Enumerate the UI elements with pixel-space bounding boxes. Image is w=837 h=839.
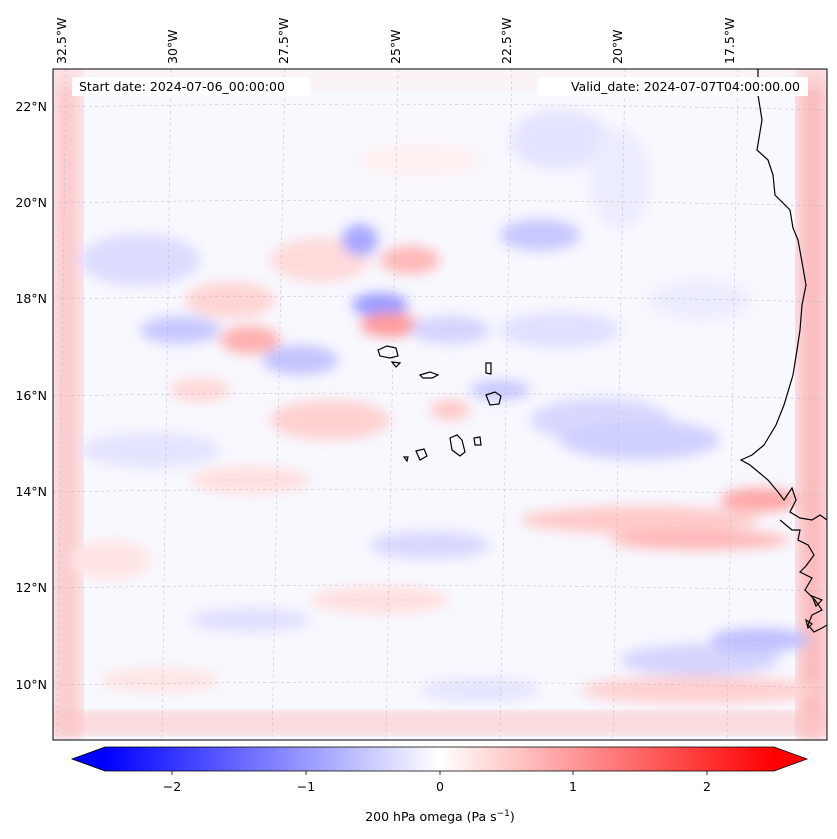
lon-label-22.5w: 22.5°W <box>499 18 514 64</box>
meridian-20w <box>612 69 626 740</box>
colorbar: −2 −1 0 1 2 200 hPa omega (Pa s−1) <box>70 746 809 824</box>
parallel-22n <box>53 103 827 111</box>
map-panel: Start date: 2024-07-06_00:00:00 Valid_da… <box>15 18 828 741</box>
parallel-14n <box>53 488 827 496</box>
lat-label-16n: 16°N <box>15 388 47 403</box>
meridian-22.5w <box>499 69 513 740</box>
island-ilha-do-sal <box>485 362 492 375</box>
valid-date-annotation: Valid_date: 2024-07-07T04:00:00.00 <box>538 77 808 96</box>
omega-boundary-south <box>53 712 827 734</box>
meridian-25w <box>385 69 399 740</box>
latitude-labels: 22°N 20°N 18°N 16°N 14°N 12°N 10°N <box>15 99 47 692</box>
meridian-30w <box>161 69 172 740</box>
colorbar-extend-max <box>774 747 807 771</box>
parallel-12n <box>53 584 827 592</box>
west-africa-coastline <box>739 69 827 633</box>
gridlines <box>53 69 827 740</box>
colorbar-tick-labels: −2 −1 0 1 2 <box>163 779 711 794</box>
coast-islands-guinea <box>805 594 824 630</box>
colorbar-ticks <box>171 771 708 775</box>
start-date-text: Start date: 2024-07-06_00:00:00 <box>79 79 285 94</box>
lon-label-17.5w: 17.5°W <box>722 18 737 64</box>
lat-label-18n: 18°N <box>15 291 47 306</box>
colorbar-tick-label: 2 <box>703 779 711 794</box>
island-brava <box>402 456 409 463</box>
colorbar-gradient <box>105 747 774 771</box>
island-santiago <box>449 434 466 457</box>
colorbar-tick-label: 0 <box>436 779 444 794</box>
colorbar-tick-label: −2 <box>163 779 181 794</box>
omega-boundary-west <box>53 69 81 740</box>
lon-label-27.5w: 27.5°W <box>276 18 291 64</box>
island-maio <box>473 436 482 446</box>
valid-date-text: Valid_date: 2024-07-07T04:00:00.00 <box>571 79 800 94</box>
colorbar-label-close: ) <box>510 809 515 824</box>
lat-label-20n: 20°N <box>15 195 47 210</box>
coastlines <box>377 69 827 633</box>
colorbar-label: 200 hPa omega (Pa s−1) <box>365 809 515 824</box>
island-sao-nicolau <box>418 371 440 379</box>
lat-label-14n: 14°N <box>15 484 47 499</box>
map-frame <box>52 68 828 741</box>
meridian-17.5w <box>726 69 739 740</box>
meridian-27.5w <box>271 69 286 740</box>
island-fogo <box>415 448 428 461</box>
lon-label-20w: 20°W <box>610 29 625 64</box>
omega-field <box>53 69 827 740</box>
lon-label-25w: 25°W <box>388 29 403 64</box>
parallel-18n <box>53 295 827 303</box>
omega-blobs <box>70 110 820 704</box>
colorbar-extend-min <box>72 747 105 771</box>
lat-label-22n: 22°N <box>15 99 47 114</box>
colorbar-outline <box>70 746 809 772</box>
parallel-20n <box>53 199 827 207</box>
lat-label-12n: 12°N <box>15 580 47 595</box>
colorbar-tick-label: −1 <box>297 779 315 794</box>
island-boa-vista <box>485 391 502 406</box>
island-sao-vicente <box>390 361 402 368</box>
meridian-32.5w <box>56 69 67 740</box>
colorbar-label-exponent: −1 <box>497 809 510 819</box>
lat-label-10n: 10°N <box>15 677 47 692</box>
lon-label-32.5w: 32.5°W <box>54 18 69 64</box>
island-santo-antao <box>377 345 399 359</box>
colorbar-label-main: 200 hPa omega (Pa s <box>365 809 496 824</box>
lon-label-30w: 30°W <box>165 29 180 64</box>
parallel-10n <box>53 681 827 689</box>
longitude-labels: 32.5°W 30°W 27.5°W 25°W 22.5°W 20°W 17.5… <box>54 18 737 64</box>
parallel-16n <box>53 392 827 400</box>
colorbar-tick-label: 1 <box>569 779 577 794</box>
start-date-annotation: Start date: 2024-07-06_00:00:00 <box>72 77 310 96</box>
